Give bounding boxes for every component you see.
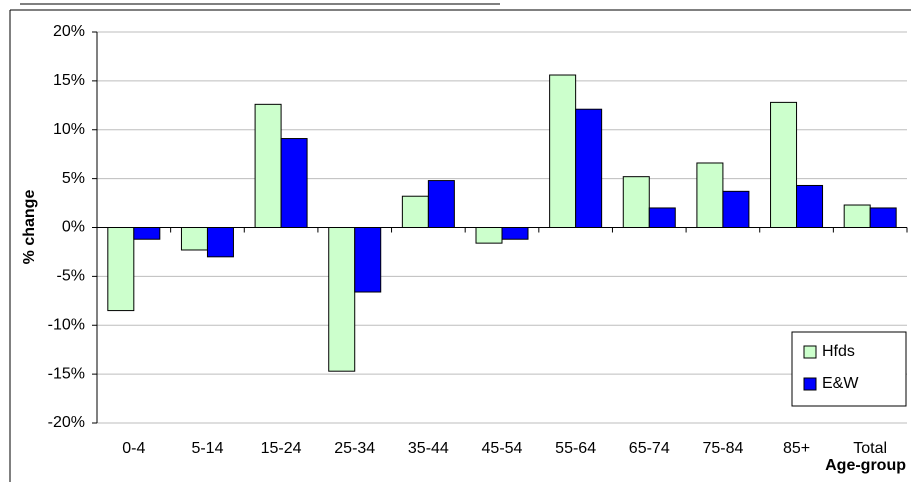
x-tick-label: 5-14 xyxy=(191,440,223,457)
x-tick-label: 15-24 xyxy=(261,440,302,457)
bar xyxy=(501,227,529,240)
y-tick-label: -5% xyxy=(57,268,85,285)
bar xyxy=(475,227,503,244)
legend-label: Hfds xyxy=(822,343,855,360)
legend-label: E&W xyxy=(822,375,859,392)
x-tick-label: 35-44 xyxy=(408,440,449,457)
y-tick-label: 0% xyxy=(62,219,85,236)
bar xyxy=(622,176,650,228)
x-tick-label: 85+ xyxy=(783,440,810,457)
bar xyxy=(427,180,455,228)
x-axis-label: Age-group xyxy=(825,457,906,474)
bar xyxy=(280,138,308,228)
bar xyxy=(796,184,824,228)
bar xyxy=(254,103,282,228)
y-tick-label: 10% xyxy=(53,121,85,138)
bar xyxy=(869,207,897,228)
legend-box xyxy=(791,331,907,407)
bar xyxy=(843,204,871,229)
bar xyxy=(696,162,724,228)
x-tick-label: 45-54 xyxy=(482,440,523,457)
x-tick-label: 0-4 xyxy=(122,440,145,457)
bar xyxy=(575,108,603,228)
bar xyxy=(648,207,676,228)
bar xyxy=(401,195,429,229)
bar xyxy=(722,190,750,229)
y-tick-label: 15% xyxy=(53,72,85,89)
y-tick-label: -20% xyxy=(48,414,85,431)
y-axis-label: % change xyxy=(21,190,38,265)
y-tick-label: 5% xyxy=(62,170,85,187)
bar xyxy=(549,74,577,229)
y-tick-label: 20% xyxy=(53,23,85,40)
bar xyxy=(107,227,135,312)
bar xyxy=(354,227,382,293)
x-tick-label: 65-74 xyxy=(629,440,670,457)
bar xyxy=(770,101,798,228)
bar xyxy=(133,227,161,240)
x-tick-label: 55-64 xyxy=(555,440,596,457)
x-tick-label: Total xyxy=(853,440,887,457)
bar xyxy=(180,227,208,251)
x-tick-label: 25-34 xyxy=(334,440,375,457)
bar xyxy=(206,227,234,258)
x-tick-label: 75-84 xyxy=(702,440,743,457)
legend-swatch xyxy=(803,345,817,359)
y-tick-label: -10% xyxy=(48,316,85,333)
legend-swatch xyxy=(803,377,817,391)
y-tick-label: -15% xyxy=(48,365,85,382)
bar xyxy=(328,227,356,372)
